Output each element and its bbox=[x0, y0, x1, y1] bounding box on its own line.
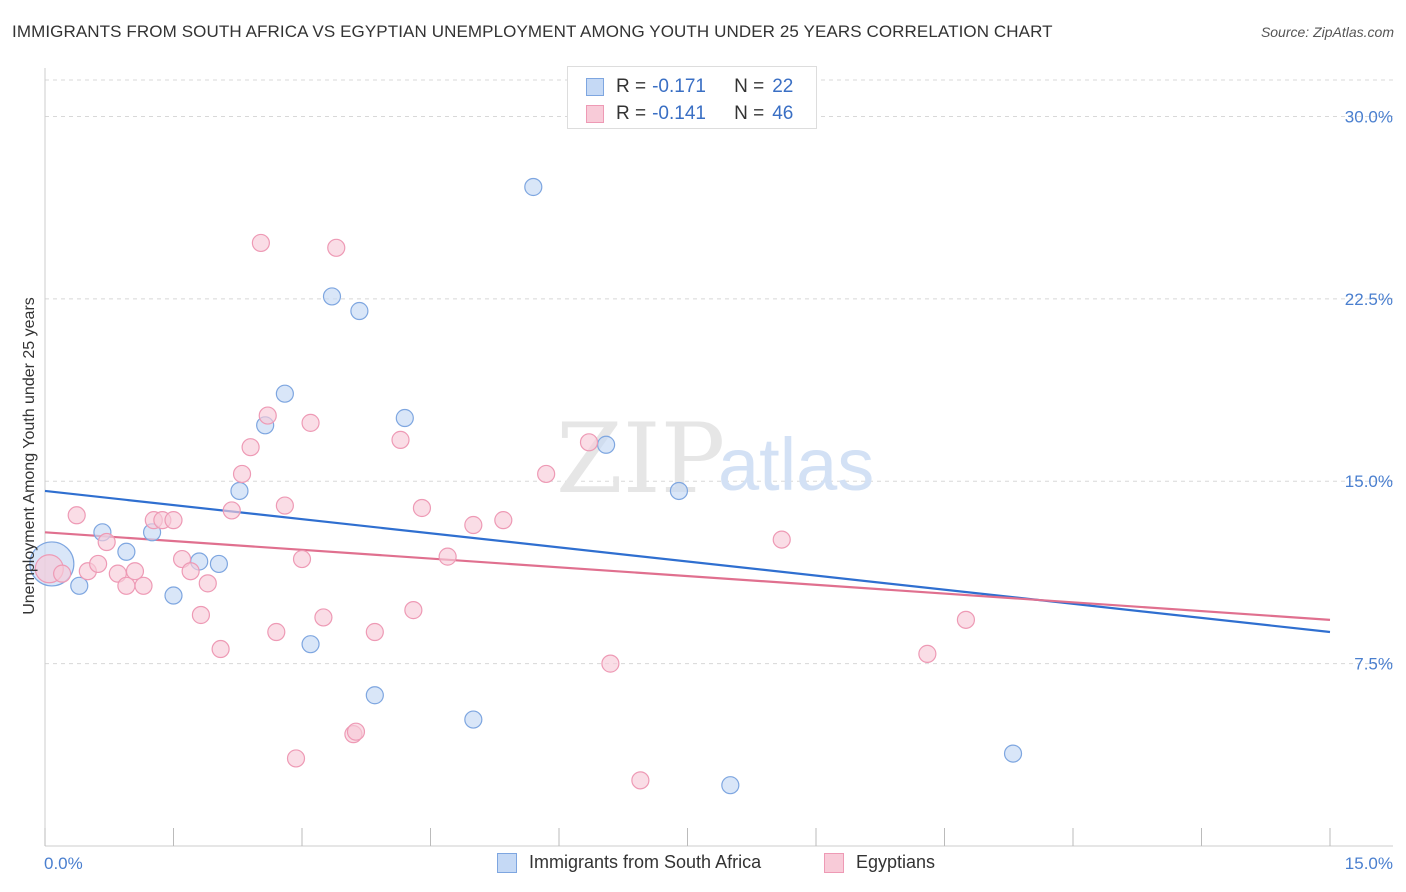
point-egyptians bbox=[631, 771, 650, 790]
legend-label-egyptians: Egyptians bbox=[856, 852, 936, 872]
point-egyptians bbox=[258, 406, 277, 425]
point-egyptians bbox=[494, 511, 513, 530]
point-egyptians bbox=[198, 574, 217, 593]
point-egyptians bbox=[301, 413, 320, 432]
point-egyptians bbox=[286, 749, 306, 768]
watermark-atlas: atlas bbox=[718, 423, 874, 506]
legend-swatch-blue bbox=[586, 78, 604, 96]
point-south-africa bbox=[301, 635, 320, 654]
stats-legend: R = -0.171 N = 22 R = -0.141 N = 46 bbox=[567, 66, 817, 129]
point-egyptians bbox=[537, 464, 556, 484]
point-egyptians bbox=[211, 639, 230, 659]
data-points bbox=[29, 177, 1023, 795]
point-egyptians bbox=[404, 601, 423, 620]
point-south-africa bbox=[322, 287, 342, 306]
point-south-africa bbox=[1003, 744, 1023, 763]
point-egyptians bbox=[346, 722, 366, 741]
point-egyptians bbox=[327, 238, 346, 257]
point-south-africa bbox=[597, 435, 616, 454]
point-south-africa bbox=[524, 177, 543, 197]
point-egyptians bbox=[89, 554, 108, 574]
point-egyptians bbox=[956, 610, 976, 629]
legend-n-value: 22 bbox=[772, 76, 794, 97]
gridlines bbox=[45, 79, 1393, 665]
point-south-africa bbox=[209, 554, 229, 574]
legend-r-label: R = bbox=[616, 103, 647, 124]
legend-row-south-africa: R = -0.171 N = 22 bbox=[586, 76, 793, 98]
point-south-africa bbox=[70, 576, 89, 595]
chart-title: IMMIGRANTS FROM SOUTH AFRICA VS EGYPTIAN… bbox=[12, 22, 1053, 41]
axes bbox=[44, 68, 1393, 847]
point-egyptians bbox=[464, 515, 483, 535]
point-egyptians bbox=[918, 644, 937, 663]
point-egyptians bbox=[267, 622, 286, 642]
point-south-africa bbox=[350, 301, 369, 321]
y-tick-label: 30.0% bbox=[1345, 107, 1393, 126]
point-egyptians bbox=[67, 506, 86, 525]
y-tick-label: 7.5% bbox=[1354, 655, 1393, 674]
point-egyptians bbox=[391, 430, 410, 449]
tick-labels: 7.5% 15.0% 22.5% 30.0% 0.0% 15.0% bbox=[44, 107, 1393, 873]
legend-r-value: -0.141 bbox=[652, 103, 706, 124]
x-tick-label: 0.0% bbox=[44, 854, 83, 873]
legend-r-value: -0.171 bbox=[652, 76, 706, 97]
point-egyptians bbox=[251, 233, 270, 253]
point-egyptians bbox=[241, 438, 260, 457]
point-egyptians bbox=[164, 511, 183, 530]
y-axis-label: Unemployment Among Youth under 25 years bbox=[21, 297, 38, 615]
point-egyptians bbox=[181, 562, 200, 581]
point-south-africa bbox=[230, 481, 249, 501]
y-tick-label: 15.0% bbox=[1345, 472, 1393, 491]
legend-item-egyptians[interactable]: Egyptians bbox=[824, 852, 935, 873]
legend-swatch-pink bbox=[824, 852, 844, 873]
point-south-africa bbox=[365, 686, 384, 705]
point-south-africa bbox=[164, 586, 183, 605]
trend-line-egyptians bbox=[44, 531, 1331, 621]
point-egyptians bbox=[232, 464, 252, 484]
point-egyptians bbox=[191, 605, 211, 625]
trend-line-south-africa bbox=[44, 489, 1331, 634]
legend-n-label: N = bbox=[734, 76, 765, 97]
legend-swatch-blue bbox=[497, 852, 517, 873]
watermark: ZIP atlas bbox=[556, 403, 874, 515]
point-egyptians bbox=[222, 501, 241, 520]
point-south-africa bbox=[275, 384, 294, 403]
point-south-africa bbox=[721, 776, 740, 795]
x-tick-label: 15.0% bbox=[1345, 854, 1393, 873]
point-egyptians bbox=[579, 433, 599, 452]
point-south-africa bbox=[669, 481, 689, 501]
point-egyptians bbox=[275, 496, 294, 515]
point-egyptians bbox=[125, 562, 145, 581]
point-egyptians bbox=[772, 530, 791, 549]
legend-row-egyptians: R = -0.141 N = 46 bbox=[586, 103, 793, 125]
legend-swatch-pink bbox=[586, 105, 604, 123]
legend-item-south-africa[interactable]: Immigrants from South Africa bbox=[497, 852, 761, 873]
legend-label-south-africa: Immigrants from South Africa bbox=[529, 852, 762, 872]
point-egyptians bbox=[601, 654, 620, 673]
point-egyptians bbox=[365, 622, 384, 642]
legend-r-label: R = bbox=[616, 76, 647, 97]
point-south-africa bbox=[117, 542, 136, 561]
point-south-africa bbox=[464, 710, 483, 729]
point-egyptians bbox=[314, 608, 333, 627]
point-egyptians bbox=[97, 532, 116, 552]
point-egyptians bbox=[412, 498, 432, 518]
point-south-africa bbox=[395, 408, 414, 428]
legend-n-value: 46 bbox=[772, 103, 794, 124]
point-egyptians bbox=[438, 547, 457, 566]
watermark-zip: ZIP bbox=[556, 403, 725, 515]
series-legend: Immigrants from South Africa Egyptians bbox=[0, 852, 1406, 876]
source-label: Source: ZipAtlas.com bbox=[1260, 24, 1394, 40]
point-egyptians bbox=[134, 576, 153, 595]
point-egyptians bbox=[292, 549, 312, 569]
legend-n-label: N = bbox=[734, 103, 765, 124]
point-egyptians bbox=[53, 564, 72, 583]
trend-lines bbox=[44, 489, 1331, 634]
y-tick-label: 22.5% bbox=[1345, 290, 1393, 309]
